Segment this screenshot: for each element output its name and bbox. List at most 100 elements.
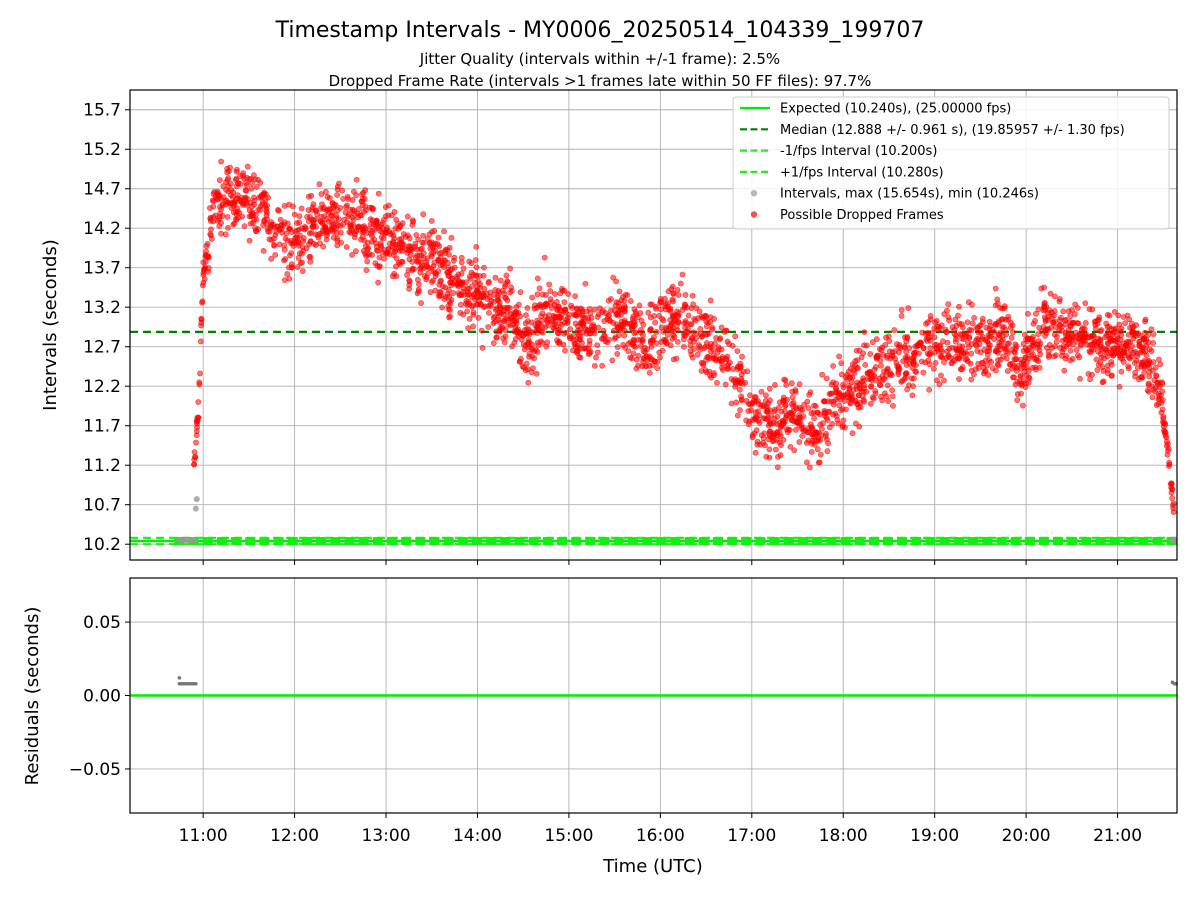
dropped-frame-point	[984, 348, 991, 355]
dropped-frame-point	[323, 232, 330, 239]
dropped-frame-point	[1061, 317, 1068, 324]
dropped-frame-point	[913, 369, 920, 375]
dropped-frame-point	[362, 225, 369, 231]
dropped-frame-point	[652, 319, 659, 326]
dropped-frame-point	[1040, 307, 1047, 314]
dropped-frame-point	[556, 314, 563, 321]
dropped-frame-point	[576, 332, 583, 339]
dropped-frame-point	[501, 304, 508, 311]
dropped-frame-point	[1150, 331, 1157, 337]
x-tick-label: 17:00	[727, 826, 776, 846]
dropped-frame-point	[375, 190, 382, 197]
dropped-frame-point	[878, 393, 884, 400]
dropped-frame-point	[562, 347, 568, 354]
dropped-frame-point	[853, 347, 860, 354]
dropped-frame-point	[600, 335, 607, 342]
dropped-frame-point	[878, 362, 884, 369]
dropped-frame-point	[867, 351, 874, 357]
dropped-frame-point	[412, 240, 419, 247]
dropped-frame-point	[1127, 324, 1133, 331]
dropped-frame-point	[284, 237, 291, 244]
x-tick-label: 18:00	[819, 826, 868, 846]
dropped-frame-point	[931, 325, 938, 332]
dropped-frame-point	[796, 439, 803, 445]
dropped-frame-point	[1136, 376, 1142, 383]
dropped-frame-point	[829, 420, 836, 427]
dropped-frame-point	[536, 302, 543, 309]
interval-point	[191, 537, 198, 544]
dropped-frame-point	[958, 321, 965, 328]
dropped-frame-point	[428, 218, 435, 224]
dropped-frame-point	[359, 191, 365, 198]
dropped-frame-point	[682, 325, 688, 331]
dropped-frame-point	[972, 366, 979, 373]
dropped-frame-point	[1092, 318, 1098, 325]
dropped-frame-point	[251, 172, 257, 179]
dropped-frame-point	[507, 265, 514, 272]
x-tick-label: 20:00	[1002, 826, 1051, 846]
dropped-frame-point	[836, 353, 843, 360]
dropped-frame-point	[630, 350, 637, 357]
dropped-frame-point	[607, 296, 614, 302]
intervals-ytick-label: 12.7	[83, 338, 121, 358]
dropped-frame-point	[768, 434, 775, 441]
dropped-frame-point	[372, 260, 379, 267]
dropped-frame-point	[647, 301, 654, 308]
dropped-frame-point	[1072, 311, 1078, 317]
expected-interval-marker	[1067, 537, 1078, 546]
residuals-ytick-label: −0.05	[69, 760, 121, 780]
dropped-frame-point	[996, 340, 1003, 347]
interval-point	[1171, 537, 1178, 544]
dropped-frame-point	[1141, 361, 1148, 368]
dropped-frame-point	[385, 212, 392, 219]
dropped-frame-point	[282, 256, 289, 262]
dropped-frame-point	[253, 184, 260, 190]
dropped-frame-point	[481, 285, 488, 292]
dropped-frame-point	[526, 353, 532, 360]
dropped-frame-point	[742, 379, 749, 386]
expected-interval-marker	[542, 537, 553, 546]
x-tick-label: 19:00	[910, 826, 959, 846]
intervals-ytick-label: 10.2	[83, 535, 121, 555]
dropped-frame-point	[885, 333, 892, 340]
dropped-frame-point	[416, 281, 422, 288]
dropped-frame-point	[956, 354, 962, 361]
dropped-frame-point	[308, 229, 315, 236]
dropped-frame-point	[420, 255, 427, 262]
legend-label-2: -1/fps Interval (10.200s)	[780, 144, 937, 159]
dropped-frame-point	[767, 397, 773, 404]
dropped-frame-point	[898, 307, 905, 314]
dropped-frame-point	[1110, 352, 1117, 359]
dropped-frame-point	[1148, 348, 1155, 355]
expected-interval-marker	[1152, 537, 1163, 546]
dropped-frame-point	[854, 357, 861, 364]
expected-interval-marker	[854, 537, 865, 546]
dropped-frame-point	[391, 270, 398, 277]
dropped-frame-point	[1043, 344, 1050, 351]
dropped-frame-point	[1012, 356, 1019, 362]
intervals-ytick-label: 12.2	[83, 377, 121, 397]
intervals-points	[176, 158, 1178, 544]
dropped-frame-point	[496, 299, 503, 306]
dropped-frame-point	[512, 311, 519, 317]
dropped-frame-point	[1108, 359, 1115, 365]
expected-interval-marker	[216, 537, 227, 546]
dropped-frame-point	[964, 319, 971, 326]
expected-interval-marker	[202, 537, 213, 546]
dropped-frame-point	[299, 268, 306, 274]
dropped-frame-point	[608, 307, 614, 314]
dropped-frame-point	[1036, 364, 1043, 371]
dropped-frame-point	[675, 312, 682, 319]
dropped-frame-point	[1097, 359, 1104, 366]
x-tick-label: 15:00	[544, 826, 593, 846]
dropped-frame-point	[423, 276, 430, 283]
dropped-frame-point	[473, 264, 480, 271]
dropped-frame-point	[697, 331, 704, 337]
dropped-frame-point	[982, 368, 989, 374]
dropped-frame-point	[323, 207, 330, 214]
dropped-frame-point	[380, 235, 387, 242]
dropped-frame-point	[1026, 355, 1032, 362]
dropped-frame-point	[979, 333, 986, 340]
dropped-frame-point	[877, 382, 884, 389]
dropped-frame-point	[258, 192, 265, 198]
